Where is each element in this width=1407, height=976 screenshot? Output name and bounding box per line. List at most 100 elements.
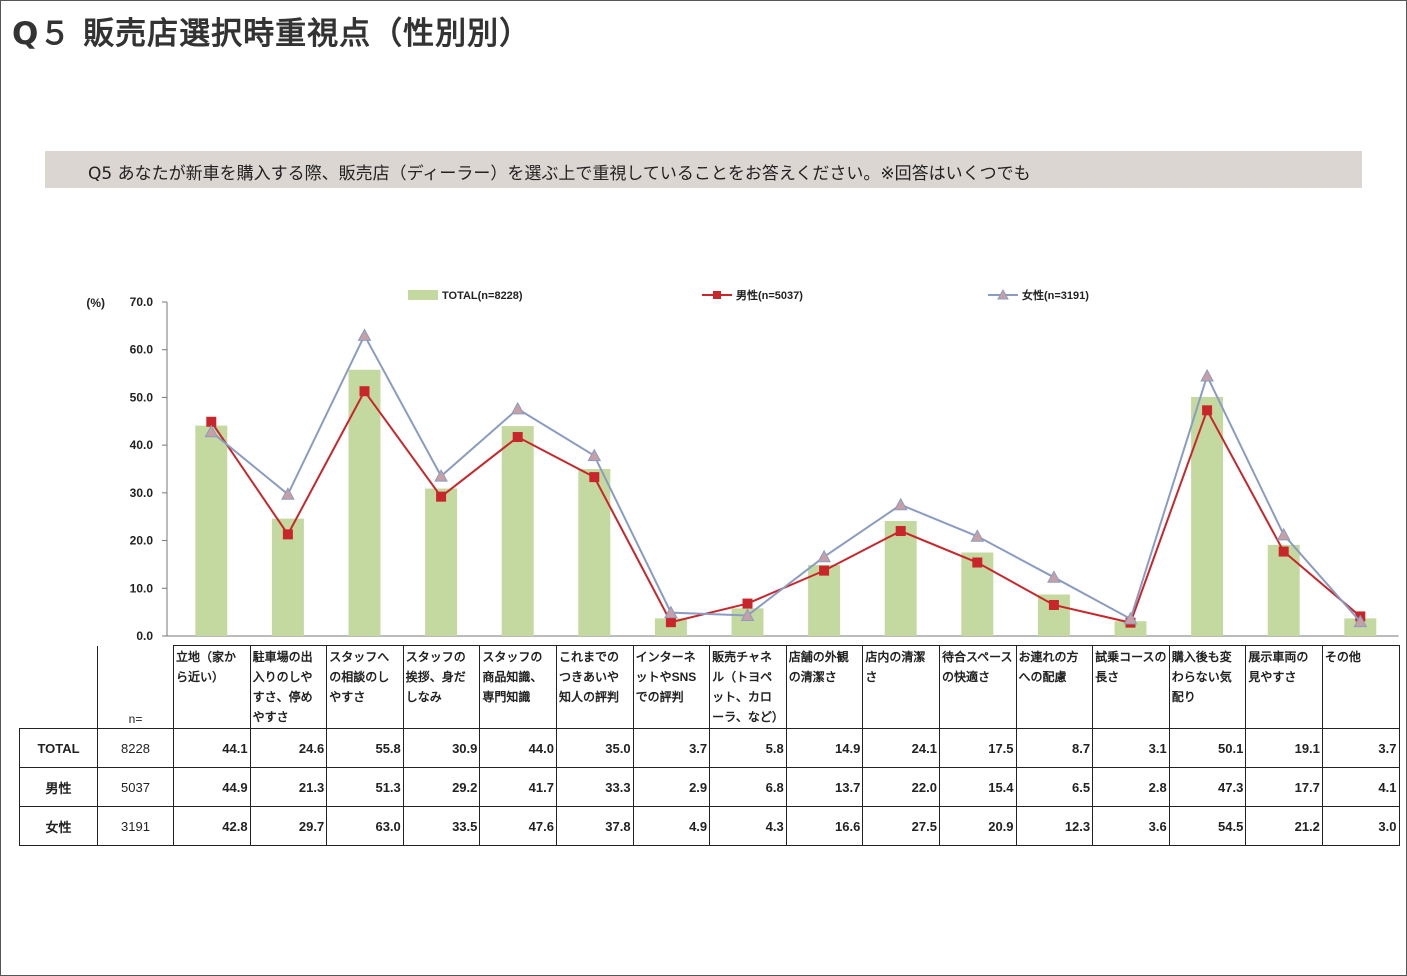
- table-cell: 6.8: [709, 767, 787, 807]
- table-cell: 2.9: [632, 767, 711, 807]
- point-male: [206, 416, 217, 427]
- data-table: n= 立地（家から近い） 駐車場の出入りのしやすさ、停めやすさ スタッフへの相談のしや…: [19, 645, 1400, 846]
- table-cell: 21.3: [249, 767, 328, 807]
- bar-total: [578, 469, 611, 636]
- point-male: [972, 557, 983, 568]
- table-cell: 17.7: [1245, 767, 1323, 807]
- y-tick-label: 10.0: [130, 581, 154, 595]
- bar-total: [1267, 544, 1300, 636]
- table-cell: 50.1: [1168, 728, 1247, 768]
- table-cell: 3.7: [632, 728, 711, 768]
- point-male: [589, 472, 600, 483]
- table-cell: 5.8: [709, 728, 787, 768]
- point-male: [1278, 546, 1289, 557]
- point-male: [742, 598, 753, 609]
- bar-total: [501, 426, 534, 636]
- n-label: n=: [97, 645, 174, 729]
- table-cell: 2.8: [1092, 767, 1170, 807]
- table-cell: 12.3: [1015, 806, 1094, 846]
- point-female: [357, 328, 372, 341]
- table-cell: 15.4: [938, 767, 1017, 807]
- combo-chart: 0.0 10.0 20.0 30.0 40.0 50.0 60.0 70.0 (%) TOTAL(…: [86, 288, 1399, 643]
- category-header: その他: [1321, 645, 1400, 729]
- page-title: Q５ 販売店選択時重視点（性別別）: [12, 16, 532, 52]
- legend-label-female: 女性(n=3191): [1022, 288, 1089, 302]
- category-header: 店内の清潔さ: [862, 645, 940, 729]
- point-female: [204, 424, 219, 438]
- point-female: [434, 469, 448, 482]
- table-cell: 37.8: [555, 806, 634, 846]
- point-male: [282, 529, 293, 540]
- bar-total: [1114, 621, 1147, 636]
- category-header: 待合スペースの快適さ: [938, 645, 1017, 729]
- point-female: [510, 401, 525, 415]
- y-tick-label: 0.0: [136, 629, 153, 643]
- bar-total: [1191, 396, 1224, 636]
- table-cell: 54.5: [1168, 806, 1247, 846]
- table-cell: 51.3: [326, 767, 404, 807]
- point-male: [895, 526, 906, 537]
- table-cell: 19.1: [1245, 728, 1323, 768]
- y-tick-label: 30.0: [130, 486, 154, 500]
- table-cell: 3.1: [1092, 728, 1170, 768]
- category-header: 展示車両の見やすさ: [1245, 645, 1323, 729]
- table-cell: 4.3: [709, 806, 787, 846]
- table-corner: [19, 645, 98, 729]
- question-text: Q5 あなたが新車を購入する際、販売店（ディーラー）を選ぶ上で重視していることを…: [88, 164, 1031, 184]
- table-cell: 20.9: [938, 806, 1017, 846]
- table-cell: 24.6: [249, 728, 328, 768]
- category-header: スタッフの挨拶、身だしなみ: [402, 645, 481, 729]
- legend-label-male: 男性(n=5037): [736, 288, 803, 302]
- point-male: [359, 386, 370, 397]
- table-cell: 13.7: [785, 767, 864, 807]
- point-female: [970, 529, 985, 542]
- bar-total: [425, 488, 458, 636]
- table-cell: 33.5: [402, 806, 481, 846]
- point-female: [587, 448, 602, 462]
- table-cell: 29.7: [249, 806, 328, 846]
- y-tick-label: 70.0: [130, 295, 154, 309]
- table-cell: 3.6: [1092, 806, 1170, 846]
- category-header: スタッフの商品知識、専門知識: [479, 645, 557, 729]
- category-header: スタッフへの相談のしやすさ: [326, 645, 404, 729]
- point-female: [1123, 611, 1138, 625]
- point-female: [740, 608, 755, 621]
- table-cell: 44.9: [173, 767, 251, 807]
- table-row: TOTAL 8228 44.1 24.6 55.8 30.9 44.0 35.0 3.7 5.8 1…: [19, 728, 1400, 768]
- table-cell: 44.1: [173, 728, 251, 768]
- point-female: [1047, 570, 1061, 583]
- table-cell: 24.1: [862, 728, 940, 768]
- table-cell: 33.3: [555, 767, 634, 807]
- table-cell: 30.9: [402, 728, 481, 768]
- row-n: 8228: [97, 728, 174, 768]
- category-header: 立地（家から近い）: [173, 645, 251, 729]
- y-tick-label: 50.0: [130, 390, 154, 404]
- series-line-square: [210, 389, 1361, 624]
- point-female: [893, 497, 908, 511]
- category-header: これまでのつきあいや知人の評判: [555, 645, 634, 729]
- bar-total: [195, 425, 228, 636]
- table-cell: 17.5: [938, 728, 1017, 768]
- table-header-row: n= 立地（家から近い） 駐車場の出入りのしやすさ、停めやすさ スタッフへの相談のしや…: [19, 645, 1400, 729]
- table-cell: 27.5: [862, 806, 940, 846]
- table-cell: 8.7: [1015, 728, 1094, 768]
- legend-label-total: TOTAL(n=8228): [442, 290, 523, 302]
- category-header: 店舗の外観の清潔さ: [785, 645, 864, 729]
- y-tick-label: 40.0: [130, 438, 154, 452]
- row-n: 3191: [97, 806, 174, 846]
- table-cell: 29.2: [402, 767, 481, 807]
- bar-total: [348, 369, 381, 636]
- table-cell: 63.0: [326, 806, 404, 846]
- row-n: 5037: [97, 767, 174, 807]
- point-male: [512, 432, 523, 443]
- bar-total: [884, 521, 917, 636]
- category-header: 試乗コースの長さ: [1092, 645, 1170, 729]
- point-male: [436, 491, 447, 502]
- table-row: 男性 5037 44.9 21.3 51.3 29.2 41.7 33.3 2.9 6.8 13.7…: [19, 767, 1400, 807]
- legend-swatch-total: [408, 290, 438, 300]
- legend-marker-male: [713, 291, 721, 299]
- table-cell: 35.0: [555, 728, 634, 768]
- table-cell: 21.2: [1245, 806, 1323, 846]
- category-header: 購入後も変わらない気配り: [1168, 645, 1247, 729]
- point-male: [819, 565, 830, 576]
